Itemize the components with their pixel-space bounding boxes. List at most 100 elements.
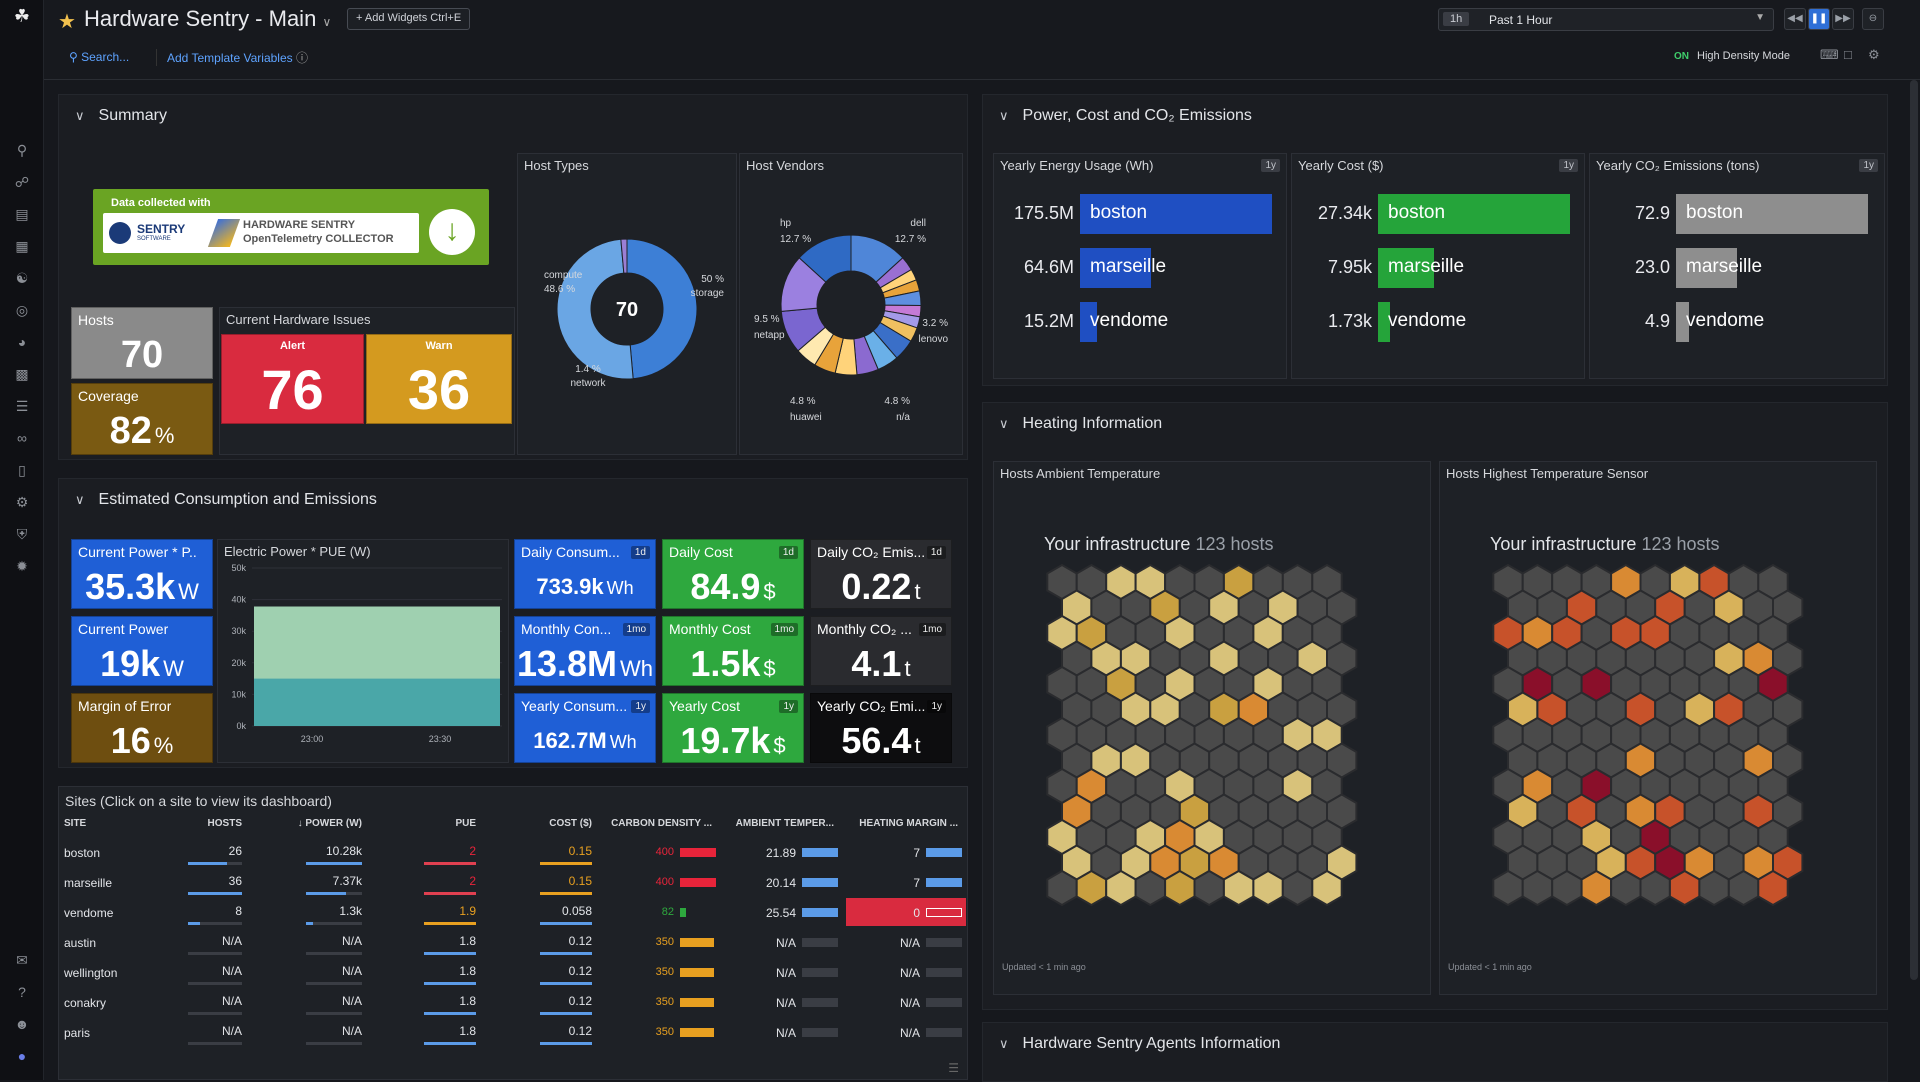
donut-slice-network[interactable] xyxy=(620,238,628,274)
host-hexagon[interactable] xyxy=(1668,869,1701,907)
bar[interactable] xyxy=(1080,248,1152,288)
page-scrollbar[interactable] xyxy=(1910,80,1918,980)
host-hexagon[interactable] xyxy=(1281,869,1314,907)
host-hexagon[interactable] xyxy=(1610,869,1642,907)
coverage-tile[interactable]: Coverage 82% xyxy=(71,383,213,455)
consumption-tile[interactable]: Monthly CO₂ ... 1mo 4.1 t xyxy=(810,616,952,686)
consumption-tile[interactable]: Yearly CO₂ Emi... 1y 56.4 t xyxy=(810,693,952,763)
host-hexagon[interactable] xyxy=(1311,869,1343,907)
current-power-tile[interactable]: Current Power 19k W xyxy=(71,616,213,686)
table-header[interactable]: HOSTS xyxy=(207,818,242,829)
link-icon[interactable]: ∞ xyxy=(17,430,27,446)
host-hexagon[interactable] xyxy=(1727,869,1760,907)
bar[interactable] xyxy=(1378,248,1434,288)
team-icon[interactable]: ☻ xyxy=(14,1016,30,1032)
donut-slice-storage[interactable] xyxy=(556,238,634,380)
site-name[interactable]: marseille xyxy=(64,876,113,890)
time-range-select[interactable]: 1h Past 1 Hour ▼ xyxy=(1438,8,1774,31)
warn-tile[interactable]: Warn 36 xyxy=(366,334,512,424)
consumption-tile[interactable]: Yearly Consum... 1y 162.7M Wh xyxy=(514,693,656,763)
table-row[interactable]: boston 26 10.28k 2 0.15 400 21.89 7 xyxy=(62,838,966,868)
host-hexagon[interactable] xyxy=(1046,869,1078,907)
bar[interactable] xyxy=(1378,194,1570,234)
keyboard-icon[interactable]: ⌨ xyxy=(1820,47,1839,62)
help-icon[interactable]: ? xyxy=(18,984,26,1000)
site-name[interactable]: wellington xyxy=(64,966,118,980)
search-link[interactable]: ⚲ Search... xyxy=(69,50,130,64)
book-icon[interactable]: ▯ xyxy=(18,462,26,478)
hosts-tile[interactable]: Hosts 70 xyxy=(71,307,213,379)
consumption-tile[interactable]: Daily CO₂ Emis... 1d 0.22 t xyxy=(810,539,952,609)
shield-icon[interactable]: ⛨ xyxy=(16,526,28,542)
consumption-tile[interactable]: Daily Cost 1d 84.9 $ xyxy=(662,539,804,609)
user-icon[interactable]: ● xyxy=(17,1048,27,1064)
site-name[interactable]: paris xyxy=(64,1026,91,1040)
power-area-chart[interactable]: 50k 40k 30k 20k 10k 0k 23:00 23:30 xyxy=(218,564,508,760)
host-types-donut[interactable]: 70 compute 48.6 % 50 % storage 1.4 % network xyxy=(518,182,736,452)
host-hexagon[interactable] xyxy=(1164,869,1196,907)
consumption-tile[interactable]: Daily Consum... 1d 733.9k Wh xyxy=(514,539,656,609)
margin-of-error-tile[interactable]: Margin of Error 16% xyxy=(71,693,213,763)
table-header[interactable]: HEATING MARGIN ... xyxy=(859,818,958,829)
host-hexagon[interactable] xyxy=(1252,869,1284,907)
monitor-icon[interactable]: □ xyxy=(1844,47,1852,62)
vendor-slice[interactable] xyxy=(798,234,852,283)
list-icon[interactable]: ▤ xyxy=(15,206,29,222)
filter-icon[interactable]: ☰ xyxy=(15,398,29,414)
bar[interactable] xyxy=(1676,302,1690,342)
share-icon[interactable]: ☯ xyxy=(15,270,29,286)
host-hexagon[interactable] xyxy=(1521,869,1554,907)
target-icon[interactable]: ◎ xyxy=(15,302,29,318)
table-header[interactable]: SITE xyxy=(64,818,87,829)
bar[interactable] xyxy=(1378,302,1390,342)
bar[interactable] xyxy=(1080,302,1098,342)
download-icon[interactable]: ↓ xyxy=(429,209,475,255)
chart-icon[interactable]: ▦ xyxy=(15,238,29,254)
consumption-tile[interactable]: Monthly Con... 1mo 13.8M Wh xyxy=(514,616,656,686)
heating-header[interactable]: ∨ Heating Information xyxy=(999,415,1163,432)
pause-button[interactable]: ❚❚ xyxy=(1808,8,1830,30)
chevron-down-icon[interactable]: ∨ xyxy=(999,416,1009,431)
table-header[interactable]: CARBON DENSITY ... xyxy=(611,818,712,829)
zoom-out-button[interactable]: ⊖ xyxy=(1862,8,1884,30)
host-hexagon[interactable] xyxy=(1222,869,1255,907)
star-icon[interactable]: ★ xyxy=(58,11,76,33)
site-name[interactable]: conakry xyxy=(64,996,107,1010)
chevron-down-icon[interactable]: ∨ xyxy=(322,15,332,29)
power-cost-header[interactable]: ∨ Power, Cost and CO₂ Emissions xyxy=(999,107,1252,124)
host-hexagon[interactable] xyxy=(1492,869,1524,907)
consumption-header[interactable]: ∨ Estimated Consumption and Emissions xyxy=(75,491,377,508)
host-hexagon[interactable] xyxy=(1757,869,1789,907)
puzzle-icon[interactable]: ▩ xyxy=(15,366,29,382)
table-header[interactable]: ↓ POWER (W) xyxy=(297,818,362,829)
table-row[interactable]: conakry N/A N/A 1.8 0.12 350 N/A N/A xyxy=(62,988,966,1018)
host-hexagon[interactable] xyxy=(1193,869,1225,907)
table-row[interactable]: austin N/A N/A 1.8 0.12 350 N/A N/A xyxy=(62,928,966,958)
alert-tile[interactable]: Alert 76 xyxy=(221,334,364,424)
bug-icon[interactable]: ✹ xyxy=(16,558,28,574)
logo-icon[interactable]: ☘ xyxy=(13,6,31,26)
current-power-pue-tile[interactable]: Current Power * P... 35.3k W xyxy=(71,539,213,609)
add-template-variables-link[interactable]: Add Template Variables ⓘ xyxy=(156,49,308,66)
settings-icon[interactable]: ⚙ xyxy=(15,494,29,510)
rewind-button[interactable]: ◀◀ xyxy=(1784,8,1806,30)
host-hexagon[interactable] xyxy=(1105,869,1137,907)
host-hexagon[interactable] xyxy=(1580,869,1613,907)
table-header[interactable]: AMBIENT TEMPER... xyxy=(735,818,834,829)
forward-button[interactable]: ▶▶ xyxy=(1832,8,1854,30)
summary-header[interactable]: ∨ Summary xyxy=(75,107,167,124)
host-hexagon[interactable] xyxy=(1698,869,1730,907)
binoculars-icon[interactable]: ☍ xyxy=(14,174,30,190)
bar[interactable] xyxy=(1676,248,1738,288)
chevron-down-icon[interactable]: ∨ xyxy=(999,1036,1009,1051)
search-icon[interactable]: ⚲ xyxy=(16,142,28,158)
table-row[interactable]: wellington N/A N/A 1.8 0.12 350 N/A N/A xyxy=(62,958,966,988)
site-name[interactable]: austin xyxy=(64,936,97,950)
host-hexagon[interactable] xyxy=(1639,869,1671,907)
host-hexagon[interactable] xyxy=(1551,869,1583,907)
gauge-icon[interactable]: ◕ xyxy=(17,334,27,350)
chevron-down-icon[interactable]: ∨ xyxy=(999,108,1009,123)
host-hexagon[interactable] xyxy=(1134,869,1167,907)
table-header[interactable]: PUE xyxy=(455,818,476,829)
table-row[interactable]: paris N/A N/A 1.8 0.12 350 N/A N/A xyxy=(62,1018,966,1048)
